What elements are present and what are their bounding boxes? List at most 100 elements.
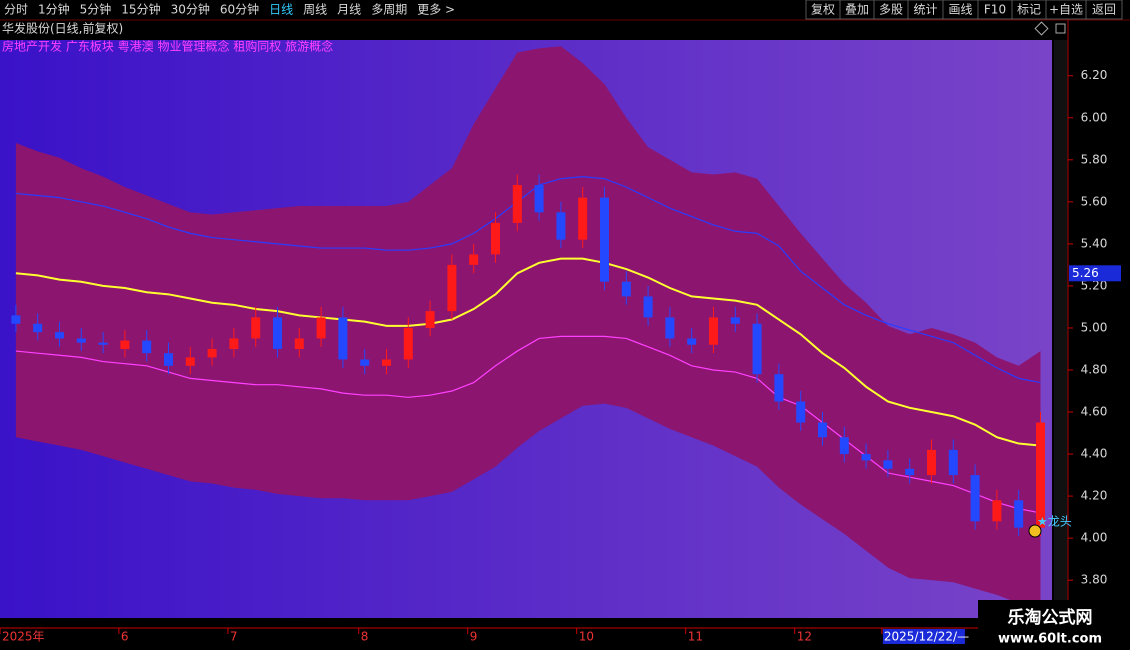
period-tab[interactable]: 周线 bbox=[303, 3, 327, 17]
candle-body bbox=[185, 357, 195, 366]
period-tab[interactable]: 分时 bbox=[4, 3, 28, 17]
candle-body bbox=[556, 212, 566, 240]
candle-body bbox=[1014, 500, 1024, 528]
price-marker: 5.26 bbox=[1072, 266, 1099, 280]
candle-body bbox=[55, 332, 64, 339]
candle-body bbox=[621, 281, 631, 297]
toolbar-button-label[interactable]: 标记 bbox=[1017, 3, 1041, 17]
candle-body bbox=[709, 317, 718, 345]
candle-body bbox=[534, 185, 544, 213]
period-tab[interactable]: 多周期 bbox=[371, 3, 407, 17]
candle-body bbox=[425, 311, 435, 328]
watermark-name: 乐淘公式网 bbox=[1008, 607, 1093, 628]
toolbar-button-label[interactable]: 统计 bbox=[913, 3, 937, 17]
y-tick-label: 4.40 bbox=[1081, 447, 1108, 461]
candle-body bbox=[927, 449, 936, 476]
date-cursor-box bbox=[882, 629, 965, 644]
candle-body bbox=[33, 323, 43, 333]
candle-body bbox=[11, 315, 21, 324]
x-tick-label: 12 bbox=[797, 630, 812, 644]
candle-body bbox=[76, 338, 86, 343]
x-tick-label: 8 bbox=[361, 630, 369, 644]
toolbar-button-label[interactable]: 画线 bbox=[948, 3, 972, 17]
candle-body bbox=[665, 317, 675, 339]
candle-body bbox=[294, 338, 304, 349]
toolbar-button[interactable] bbox=[1085, 0, 1123, 20]
x-tick-label: 7 bbox=[230, 630, 238, 644]
candle-body bbox=[752, 323, 762, 375]
candle-body bbox=[970, 475, 980, 522]
y-tick-label: 5.60 bbox=[1081, 194, 1108, 208]
candle-body bbox=[98, 342, 108, 345]
candle-body bbox=[861, 454, 871, 461]
annotation: ★龙头 bbox=[1037, 515, 1072, 529]
toolbar-button-label[interactable]: 多股 bbox=[879, 3, 903, 17]
y-tick-label: 5.40 bbox=[1081, 236, 1108, 250]
candle-body bbox=[382, 359, 391, 366]
y-tick-label: 5.20 bbox=[1081, 278, 1108, 292]
period-tab[interactable]: 5分钟 bbox=[80, 2, 112, 17]
candle-body bbox=[273, 317, 282, 349]
candle-body bbox=[360, 359, 370, 366]
chart-title: 华发股份(日线,前复权) bbox=[2, 21, 123, 36]
y-tick-label: 4.20 bbox=[1081, 489, 1108, 503]
period-tab[interactable]: 月线 bbox=[337, 3, 361, 17]
toolbar-button-label[interactable]: 复权 bbox=[811, 3, 835, 17]
y-tick-label: 5.00 bbox=[1081, 320, 1108, 334]
period-tab[interactable]: 30分钟 bbox=[171, 2, 210, 17]
toolbar-button-label[interactable]: F10 bbox=[984, 3, 1006, 17]
x-tick-label: 2025年 bbox=[2, 630, 45, 644]
candle-body bbox=[316, 317, 326, 339]
watermark-box bbox=[978, 600, 1130, 650]
candle-body bbox=[164, 353, 173, 366]
period-tab[interactable]: 15分钟 bbox=[121, 2, 160, 17]
icon-diamond[interactable] bbox=[1034, 21, 1049, 36]
candle-body bbox=[447, 264, 457, 312]
concept-tags: 房地产开发 广东板块 粤港澳 物业管理概念 租购同权 旅游概念 bbox=[2, 39, 333, 54]
y-tick-label: 6.20 bbox=[1081, 68, 1108, 82]
candle-body bbox=[818, 422, 827, 438]
x-tick-label: 10 bbox=[579, 630, 594, 644]
y-tick-label: 3.80 bbox=[1081, 573, 1108, 587]
toolbar: 分时 1分钟 5分钟 15分钟 30分钟 60分钟 日线 周线 月线 多周期 更多 > 复权 叠加 多股统… bbox=[4, 0, 1123, 20]
toolbar-button-label[interactable]: +自选 bbox=[1049, 3, 1083, 17]
candle-body bbox=[905, 468, 915, 476]
scrollbar bbox=[1054, 40, 1068, 618]
candle-body bbox=[403, 327, 413, 360]
indicator-line bbox=[15, 176, 1041, 384]
period-tab[interactable]: 更多 > bbox=[417, 3, 455, 17]
candle-body bbox=[229, 338, 239, 349]
candle-body bbox=[839, 437, 849, 455]
y-tick-label: 6.00 bbox=[1081, 110, 1108, 124]
candle-body bbox=[948, 449, 958, 476]
toolbar-button-label[interactable]: 返回 bbox=[1092, 3, 1116, 17]
candle-body bbox=[491, 222, 500, 255]
y-tick-label: 4.00 bbox=[1081, 531, 1108, 545]
candle-body bbox=[512, 185, 522, 223]
price-marker-box bbox=[1069, 265, 1121, 282]
y-tick-label: 4.80 bbox=[1081, 362, 1108, 376]
candle-body bbox=[774, 374, 784, 402]
candle-body bbox=[687, 338, 697, 345]
candle-body bbox=[338, 317, 348, 360]
candle-body bbox=[469, 254, 479, 265]
period-tab[interactable]: 60分钟 bbox=[220, 2, 259, 17]
period-tab[interactable]: 1分钟 bbox=[38, 2, 70, 17]
icon-square[interactable] bbox=[1055, 23, 1066, 34]
candle-body bbox=[600, 197, 609, 282]
toolbar-button-label[interactable]: 叠加 bbox=[845, 3, 869, 17]
x-tick-label: 6 bbox=[121, 630, 129, 644]
x-tick-label: 2025/12/22/— bbox=[884, 630, 969, 644]
candle-body bbox=[796, 401, 806, 423]
money-icon bbox=[1028, 524, 1042, 538]
x-tick-label: 9 bbox=[470, 630, 478, 644]
period-tab[interactable]: 日线 bbox=[269, 3, 293, 17]
candle-body bbox=[142, 340, 152, 354]
candle-body bbox=[883, 460, 893, 469]
plot bbox=[11, 46, 1045, 612]
candle-body bbox=[207, 348, 217, 358]
candle-body bbox=[643, 296, 653, 318]
candle-body bbox=[992, 500, 1002, 522]
